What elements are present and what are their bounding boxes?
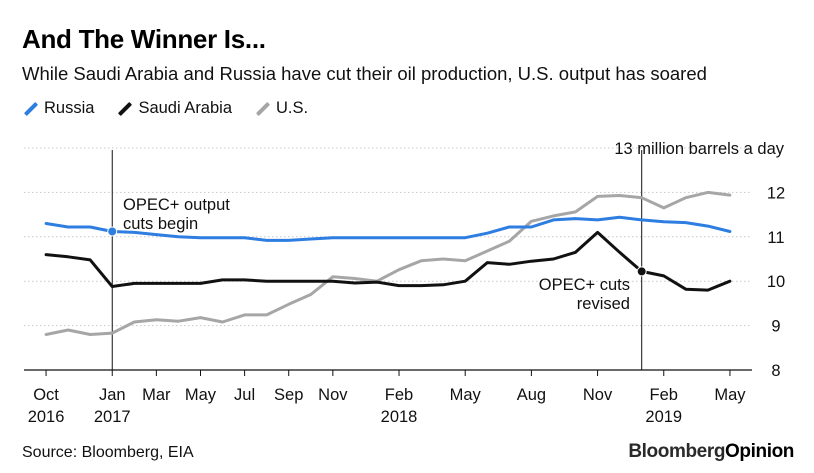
x-tick-label-jan-1: Jan [99, 386, 126, 404]
legend-label-us: U.S. [276, 99, 309, 117]
legend-label-russia: Russia [44, 99, 95, 117]
grid-lines [24, 147, 752, 371]
x-tick-year-2017: 2017 [94, 408, 131, 426]
y-tick-label-9: 9 [771, 318, 780, 336]
series-lines [44, 190, 732, 336]
annotation-text-opec-begin: OPEC+ output cuts begin [123, 196, 230, 233]
legend-item-saudi-arabia: Saudi Arabia [116, 99, 232, 118]
y-axis-unit-label: 13 million barrels a day [614, 140, 784, 158]
series-line-russia [44, 215, 732, 242]
x-tick-year-2016: 2016 [28, 408, 65, 426]
brand-logo-part-b: Opinion [725, 441, 794, 462]
line-chart: 8 9 10 11 12 13 million barrels a day Oct 2016 J… [24, 140, 785, 426]
y-tick-label-11: 11 [767, 229, 784, 247]
x-tick-label-nov-6: Nov [318, 386, 348, 404]
chart-subtitle: While Saudi Arabia and Russia have cut t… [22, 63, 707, 84]
annotation-line-text-opec-begin-0: OPEC+ output [123, 196, 230, 214]
brand-logo-part-a: Bloomberg [628, 441, 726, 462]
annotation-text-opec-revised: OPEC+ cuts revised [539, 276, 630, 313]
annotation-line-text-opec-revised-1: revised [577, 295, 630, 313]
legend-item-us: U.S. [254, 99, 308, 118]
series-line-saudi-arabia [44, 230, 732, 292]
chart-title: And The Winner Is... [22, 24, 266, 54]
annotation-markers [107, 226, 647, 277]
y-tick-label-10: 10 [767, 273, 785, 291]
x-axis [24, 369, 752, 376]
x-tick-label-jul-4: Jul [234, 386, 255, 404]
x-tick-label-feb-7: Feb [385, 386, 413, 404]
legend: Russia Saudi Arabia U.S. [22, 99, 330, 118]
annotation-lines [111, 150, 643, 370]
brand-logo: BloombergOpinion [628, 441, 794, 463]
x-tick-label-may-12: May [714, 386, 746, 404]
axis-labels: 8 9 10 11 12 13 million barrels a day Oct 2016 J… [28, 140, 785, 426]
x-tick-label-aug-9: Aug [517, 386, 546, 404]
legend-label-saudi-arabia: Saudi Arabia [138, 99, 233, 117]
x-tick-label-may-3: May [185, 386, 217, 404]
x-tick-label-nov-10: Nov [583, 386, 613, 404]
x-tick-year-2018: 2018 [381, 408, 418, 426]
x-tick-label-feb-11: Feb [650, 386, 678, 404]
annotation-marker-opec-revised [636, 266, 647, 277]
y-tick-label-8: 8 [771, 362, 780, 380]
annotation-marker-opec-begin [107, 226, 118, 237]
x-tick-label-sep-5: Sep [274, 386, 303, 404]
x-tick-year-2019: 2019 [645, 408, 682, 426]
series-line-u-s [44, 190, 732, 336]
annotations: OPEC+ output cuts begin OPEC+ cuts revised [123, 196, 630, 313]
annotation-line-text-opec-begin-1: cuts begin [123, 215, 198, 233]
source-note: Source: Bloomberg, EIA [22, 444, 194, 461]
legend-item-russia: Russia [22, 99, 94, 118]
x-tick-label-mar-2: Mar [142, 386, 171, 404]
x-tick-label-oct-0: Oct [33, 386, 59, 404]
y-tick-label-12: 12 [767, 184, 785, 202]
x-tick-label-may-8: May [450, 386, 482, 404]
annotation-line-text-opec-revised-0: OPEC+ cuts [539, 276, 630, 294]
